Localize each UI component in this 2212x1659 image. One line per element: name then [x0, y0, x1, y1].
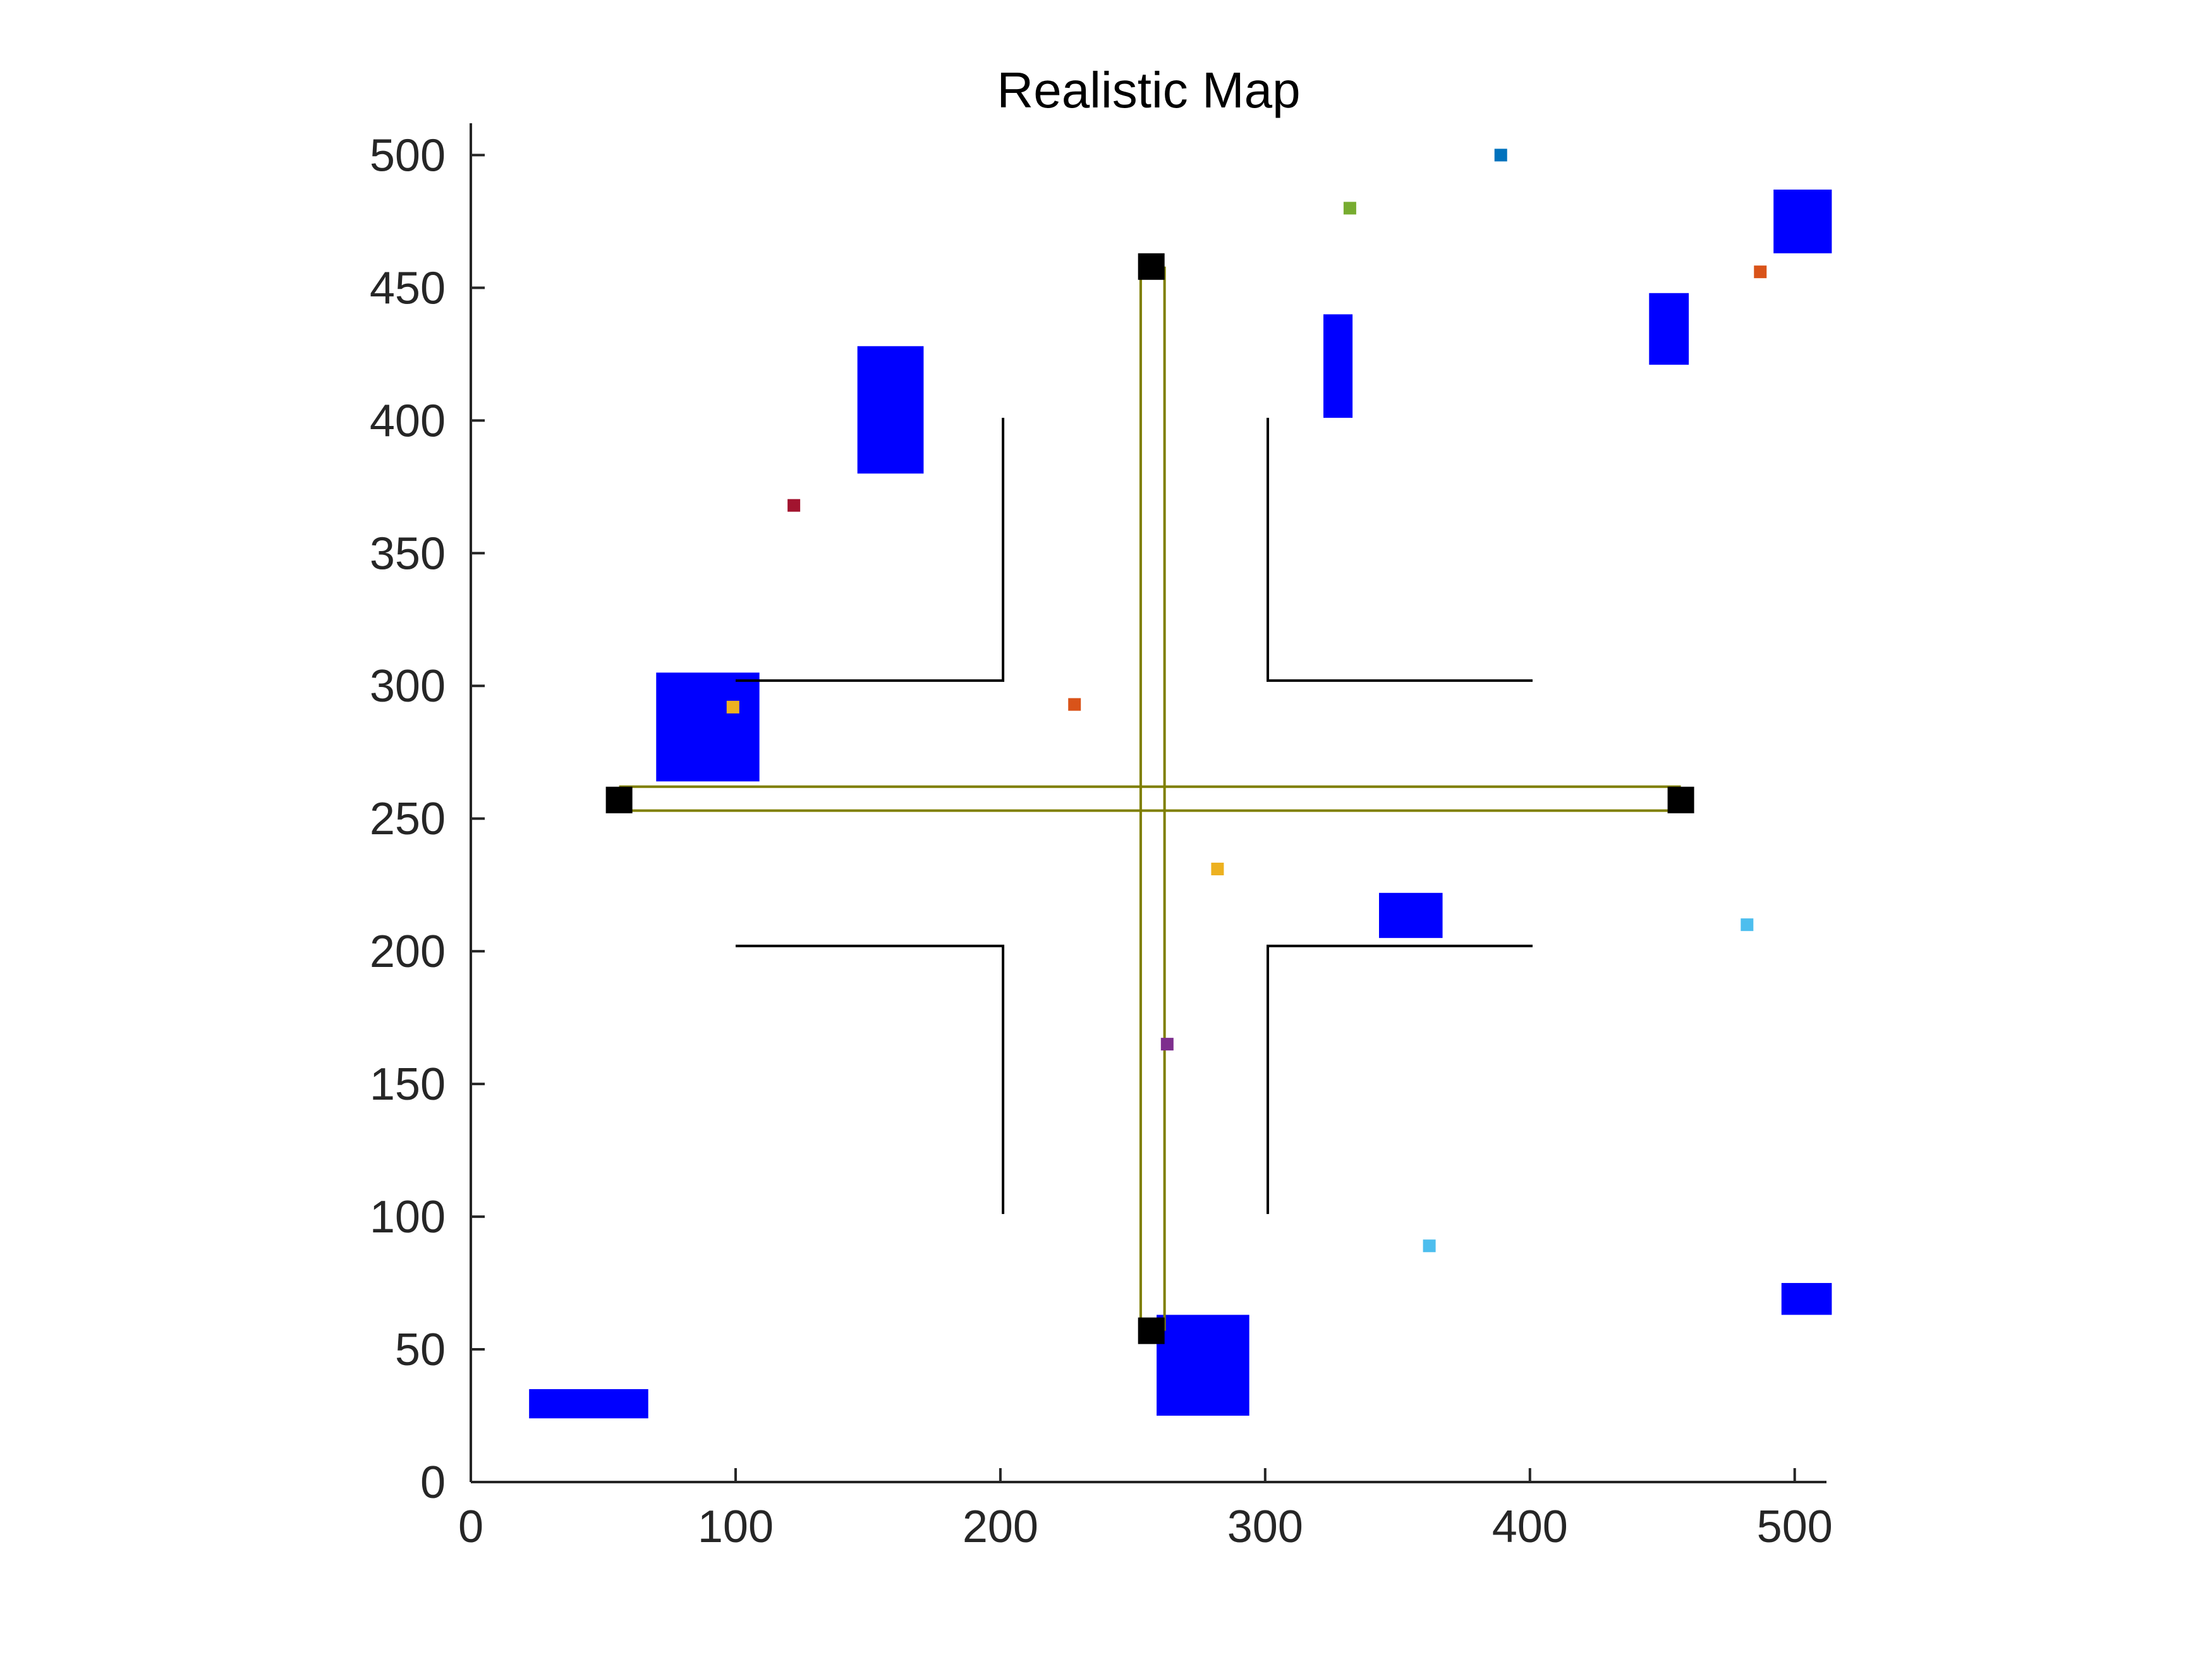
- road-node-3: [1138, 253, 1165, 280]
- y-tick-label-150: 150: [370, 1059, 446, 1110]
- y-tick-label-250: 250: [370, 794, 446, 844]
- wall-line-4: [1267, 944, 1533, 1214]
- obstacle-rect-4: [1157, 1315, 1249, 1416]
- y-tick-label-200: 200: [370, 927, 446, 977]
- x-tick-label-200: 200: [963, 1502, 1038, 1552]
- scatter-point-6: [726, 700, 739, 714]
- y-tick-label-500: 500: [370, 130, 446, 181]
- points-layer: [726, 149, 1767, 1253]
- y-tick-label-350: 350: [370, 528, 446, 579]
- x-tick-label-500: 500: [1757, 1502, 1833, 1552]
- road-node-4: [1138, 1317, 1165, 1344]
- obstacles-layer: [529, 189, 1832, 1419]
- obstacle-rect-5: [1323, 314, 1353, 418]
- obstacle-rect-3: [857, 346, 924, 474]
- y-tick-label-100: 100: [370, 1192, 446, 1243]
- x-tick-label-100: 100: [698, 1502, 774, 1552]
- y-tick-label-50: 50: [395, 1325, 446, 1375]
- y-tick-label-0: 0: [420, 1457, 446, 1508]
- y-tick-label-400: 400: [370, 396, 446, 446]
- road-node-2: [1667, 786, 1694, 813]
- walls-layer: [735, 418, 1533, 1214]
- chart-title: Realistic Map: [997, 62, 1300, 118]
- scatter-point-5: [1068, 698, 1081, 711]
- road-nodes-layer: [605, 253, 1694, 1344]
- scatter-point-7: [1211, 862, 1224, 875]
- scatter-point-1: [1494, 149, 1507, 162]
- y-tick-label-450: 450: [370, 263, 446, 313]
- obstacle-rect-1: [529, 1389, 648, 1419]
- obstacle-rect-7: [1649, 293, 1689, 365]
- scatter-point-9: [1160, 1038, 1174, 1051]
- road-node-1: [605, 786, 633, 813]
- scatter-point-4: [787, 499, 801, 512]
- wall-line-1: [735, 418, 1005, 682]
- x-tick-label-300: 300: [1227, 1502, 1303, 1552]
- scatter-point-3: [1754, 265, 1767, 279]
- wall-line-2: [1267, 418, 1533, 682]
- obstacle-rect-9: [1781, 1283, 1832, 1315]
- scatter-point-10: [1423, 1239, 1436, 1253]
- x-tick-label-0: 0: [458, 1502, 483, 1552]
- obstacle-rect-6: [1378, 892, 1443, 939]
- scatter-point-8: [1741, 918, 1754, 932]
- road-paths-layer: [619, 266, 1681, 1331]
- obstacle-rect-8: [1773, 189, 1832, 253]
- x-tick-label-400: 400: [1492, 1502, 1568, 1552]
- y-tick-label-300: 300: [370, 661, 446, 712]
- axes-layer: 0 100 200 300 400 500 0 50 100 150 200 250 300 350 400…: [370, 123, 1833, 1552]
- wall-line-3: [735, 944, 1005, 1214]
- obstacle-rect-2: [656, 672, 760, 782]
- scatter-point-2: [1343, 202, 1356, 215]
